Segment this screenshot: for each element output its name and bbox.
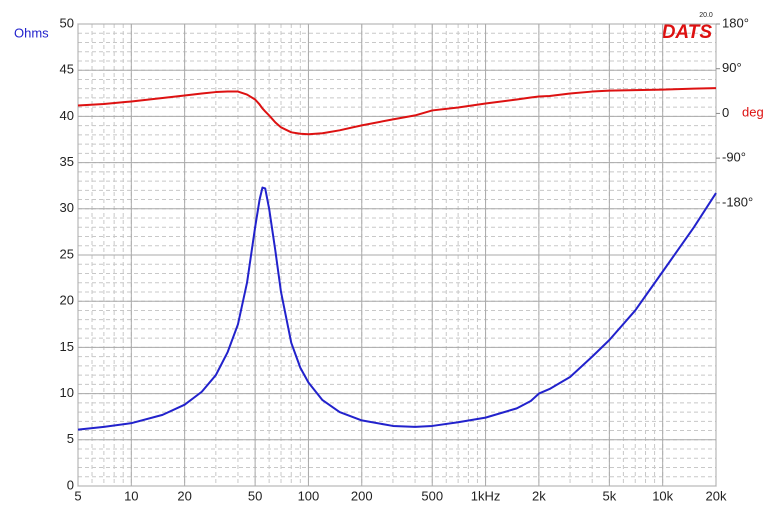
x-tick-label: 5k xyxy=(602,488,616,503)
x-tick-label: 1kHz xyxy=(471,488,501,503)
y-tick-label: 40 xyxy=(60,108,74,123)
x-tick-label: 5 xyxy=(74,488,81,503)
y-tick-label: 35 xyxy=(60,154,74,169)
x-tick-label: 200 xyxy=(351,488,373,503)
y-tick-label: 15 xyxy=(60,339,74,354)
y-tick-label: 30 xyxy=(60,200,74,215)
x-tick-label: 2k xyxy=(532,488,546,503)
x-tick-label: 100 xyxy=(298,488,320,503)
x-tick-label: 500 xyxy=(421,488,443,503)
x-tick-label: 50 xyxy=(248,488,262,503)
y2-tick-label: 0 xyxy=(722,105,729,120)
series-line xyxy=(77,186,717,431)
y-tick-label: 10 xyxy=(60,385,74,400)
y2-tick-label: 90° xyxy=(722,60,742,75)
series-line xyxy=(77,87,717,136)
x-tick-label: 10 xyxy=(124,488,138,503)
x-tick-label: 20k xyxy=(706,488,727,503)
y-tick-label: 25 xyxy=(60,246,74,261)
logo: DATS xyxy=(662,22,713,43)
y-tick-label: 5 xyxy=(67,431,74,446)
y2-tick-label: 180° xyxy=(722,15,749,30)
x-tick-label: 10k xyxy=(652,488,673,503)
y-tick-label: 50 xyxy=(60,15,74,30)
y-tick-label: 20 xyxy=(60,293,74,308)
y2-tick-label: -90° xyxy=(722,150,746,165)
y-axis-label: Ohms xyxy=(14,25,49,40)
x-tick-label: 20 xyxy=(177,488,191,503)
y2-axis-label: deg xyxy=(742,104,764,119)
y-tick-label: 0 xyxy=(67,477,74,492)
version: 20.0 xyxy=(699,12,713,19)
y2-tick-label: -180° xyxy=(722,194,753,209)
y-tick-label: 45 xyxy=(60,62,74,77)
